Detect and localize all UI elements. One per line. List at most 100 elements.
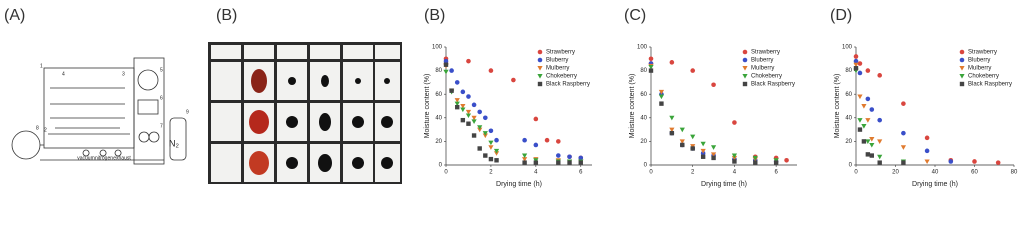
data-point: [465, 109, 472, 115]
data-point: [483, 153, 488, 158]
data-point: [466, 58, 471, 64]
data-point: [460, 89, 466, 95]
data-point: [877, 73, 882, 78]
data-point: [901, 101, 906, 106]
data-point: [454, 80, 460, 85]
legend-label: Bluberry: [968, 58, 990, 64]
diagram-label: 5: [160, 67, 163, 73]
data-point: [648, 56, 654, 62]
data-point: [443, 62, 449, 67]
x-tick-label: 20: [892, 170, 899, 176]
data-point: [972, 159, 977, 164]
figure: (A) (B) (B) (C) (D) 1 2 3 4 5 6 7 8 9 vacuum nitro…: [4, 7, 1018, 188]
y-tick-label: 20: [435, 139, 442, 145]
data-point: [710, 145, 717, 150]
legend-label: Chokeberry: [751, 74, 782, 80]
legend-label: Strawberry: [546, 50, 575, 56]
sample-photo-grid: [208, 42, 402, 184]
diagram-label: 9: [186, 109, 189, 115]
data-point: [488, 145, 494, 150]
data-point: [869, 137, 875, 142]
legend-marker: [742, 49, 748, 55]
legend-marker: [959, 57, 965, 63]
data-point: [493, 151, 500, 156]
data-point: [732, 159, 737, 164]
x-tick-label: 6: [774, 170, 778, 176]
x-tick-label: 4: [534, 170, 538, 176]
data-point: [669, 115, 675, 121]
y-tick-label: 80: [845, 68, 852, 74]
data-point: [861, 139, 867, 144]
data-point: [493, 148, 500, 154]
data-point: [857, 70, 863, 76]
data-point: [753, 160, 758, 165]
data-point: [700, 154, 706, 159]
data-point: [522, 153, 528, 159]
data-point: [648, 65, 654, 70]
data-point: [488, 68, 494, 73]
panel-label: (D): [830, 7, 852, 24]
y-tick-label: 0: [849, 163, 853, 169]
data-point: [567, 160, 572, 165]
data-point: [669, 130, 675, 136]
data-point: [853, 62, 859, 68]
x-tick-label: 4: [733, 170, 737, 176]
legend-marker: [959, 81, 965, 87]
diagram-labels: 1 2 3 4 5 6 7 8 9 vacuum nitrogen exhaust N₂: [36, 63, 189, 161]
data-point: [533, 160, 539, 165]
data-point: [865, 118, 871, 123]
data-point: [488, 128, 494, 134]
data-point: [865, 139, 871, 144]
y-tick-label: 20: [845, 139, 852, 145]
data-point: [477, 127, 483, 133]
data-point: [567, 154, 572, 160]
legend-marker: [537, 66, 543, 71]
y-tick-label: 60: [640, 92, 647, 98]
data-point: [711, 155, 716, 161]
legend-label: Chokeberry: [546, 74, 577, 80]
data-point: [669, 60, 675, 65]
data-point: [700, 148, 706, 154]
data-point: [865, 68, 871, 73]
data-point: [471, 133, 477, 138]
data-point: [869, 153, 874, 158]
data-point: [449, 68, 454, 73]
diagram-label: 3: [122, 71, 125, 77]
data-point: [477, 109, 482, 115]
y-tick-label: 100: [432, 45, 443, 51]
x-tick-label: 6: [579, 170, 583, 176]
y-tick-label: 20: [640, 139, 647, 145]
legend-marker: [537, 81, 543, 87]
data-point: [449, 88, 454, 93]
data-point: [924, 148, 930, 154]
data-point: [669, 127, 675, 133]
data-point: [465, 113, 472, 119]
legend-label: Black Raspberry: [751, 82, 795, 88]
legend-marker: [537, 49, 543, 55]
data-point: [857, 127, 863, 132]
data-point: [901, 160, 906, 165]
diagram-label: exhaust: [113, 155, 131, 161]
y-axis-label: Moisture content (%): [834, 74, 841, 139]
diagram-label: 4: [62, 71, 65, 77]
data-point: [522, 137, 527, 143]
data-point: [544, 137, 550, 143]
data-point: [773, 160, 779, 165]
diagram-label: 2: [44, 127, 47, 133]
data-point: [454, 98, 460, 103]
data-point: [865, 96, 871, 102]
x-axis-label: Drying time (h): [701, 181, 747, 188]
data-point: [522, 160, 527, 165]
data-point: [477, 146, 482, 151]
data-point: [494, 158, 499, 163]
x-tick-label: 0: [444, 170, 448, 176]
data-point: [494, 137, 499, 143]
y-tick-label: 80: [640, 68, 647, 74]
diagram-label: 7: [160, 123, 163, 129]
x-tick-label: 0: [854, 170, 858, 176]
data-point: [877, 154, 883, 160]
diagram-label: vacuum: [77, 155, 95, 161]
x-tick-label: 0: [649, 170, 653, 176]
legend-label: Strawberry: [968, 50, 997, 56]
data-point: [533, 142, 539, 148]
